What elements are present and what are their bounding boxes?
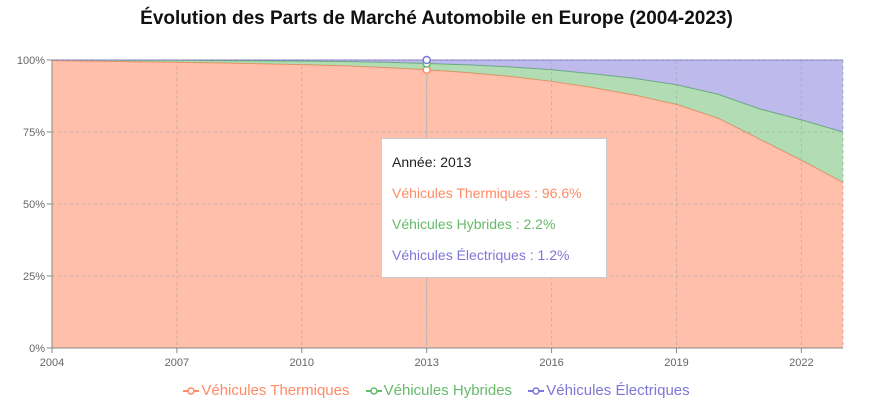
legend-line-icon <box>528 387 545 395</box>
area-series-2 <box>52 60 843 132</box>
legend-line-icon <box>365 387 382 395</box>
chart-tooltip: Année: 2013 Véhicules Thermiques : 96.6%… <box>381 138 607 278</box>
legend-label: Véhicules Hybrides <box>383 382 513 399</box>
x-tick-label: 2013 <box>414 357 438 369</box>
y-tick-label: 100% <box>17 55 45 67</box>
x-tick-label: 2007 <box>165 357 189 369</box>
legend-line-icon <box>183 387 200 395</box>
chart-legend: Véhicules Thermiques Véhicules Hybrides … <box>0 382 873 399</box>
x-tick-label: 2019 <box>664 357 688 369</box>
x-tick-label: 2004 <box>40 357 64 369</box>
x-tick-label: 2010 <box>290 357 314 369</box>
x-tick-label: 2016 <box>539 357 563 369</box>
chart-title: Évolution des Parts de Marché Automobile… <box>140 8 733 29</box>
active-dot-series-2 <box>422 55 431 65</box>
y-tick-label: 25% <box>23 271 45 283</box>
tooltip-year: Année: 2013 <box>392 154 472 170</box>
y-tick-label: 75% <box>23 127 45 139</box>
y-tick-label: 50% <box>23 199 45 211</box>
legend-item-hybrides[interactable]: Véhicules Hybrides <box>365 382 513 399</box>
legend-label: Véhicules Électriques <box>546 382 690 399</box>
legend-item-electriques[interactable]: Véhicules Électriques <box>528 382 690 399</box>
tooltip-line-electriques: Véhicules Électriques : 1.2% <box>392 247 570 263</box>
legend-label: Véhicules Thermiques <box>201 382 350 399</box>
legend-item-thermiques[interactable]: Véhicules Thermiques <box>183 382 349 399</box>
x-tick-label: 2022 <box>789 357 813 369</box>
tooltip-line-hybrides: Véhicules Hybrides : 2.2% <box>392 216 556 232</box>
y-tick-label: 0% <box>29 343 45 355</box>
area-series-1 <box>52 60 843 183</box>
tooltip-line-thermiques: Véhicules Thermiques : 96.6% <box>392 185 582 201</box>
